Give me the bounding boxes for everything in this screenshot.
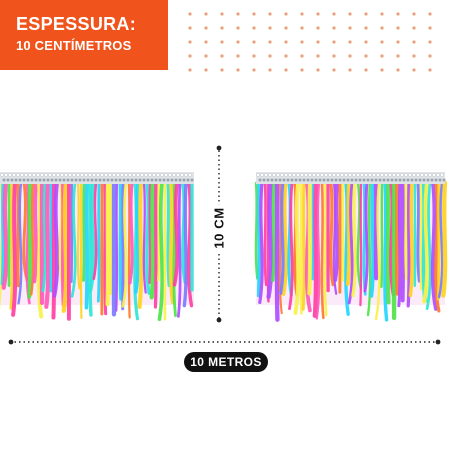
banner-title: ESPESSURA: [16,14,137,34]
spec-banner: ESPESSURA: 10 CENTÍMETROS [0,0,168,70]
length-measure-line [8,339,441,345]
length-badge: 10 METROS [184,352,268,372]
fringe-right-piece [254,172,448,322]
dot-pattern [188,12,432,72]
fringe-left-piece [0,172,194,322]
height-label: 10 CM [211,204,227,252]
banner-subtitle: 10 CENTÍMETROS [16,38,132,53]
height-measure-line [216,145,222,323]
